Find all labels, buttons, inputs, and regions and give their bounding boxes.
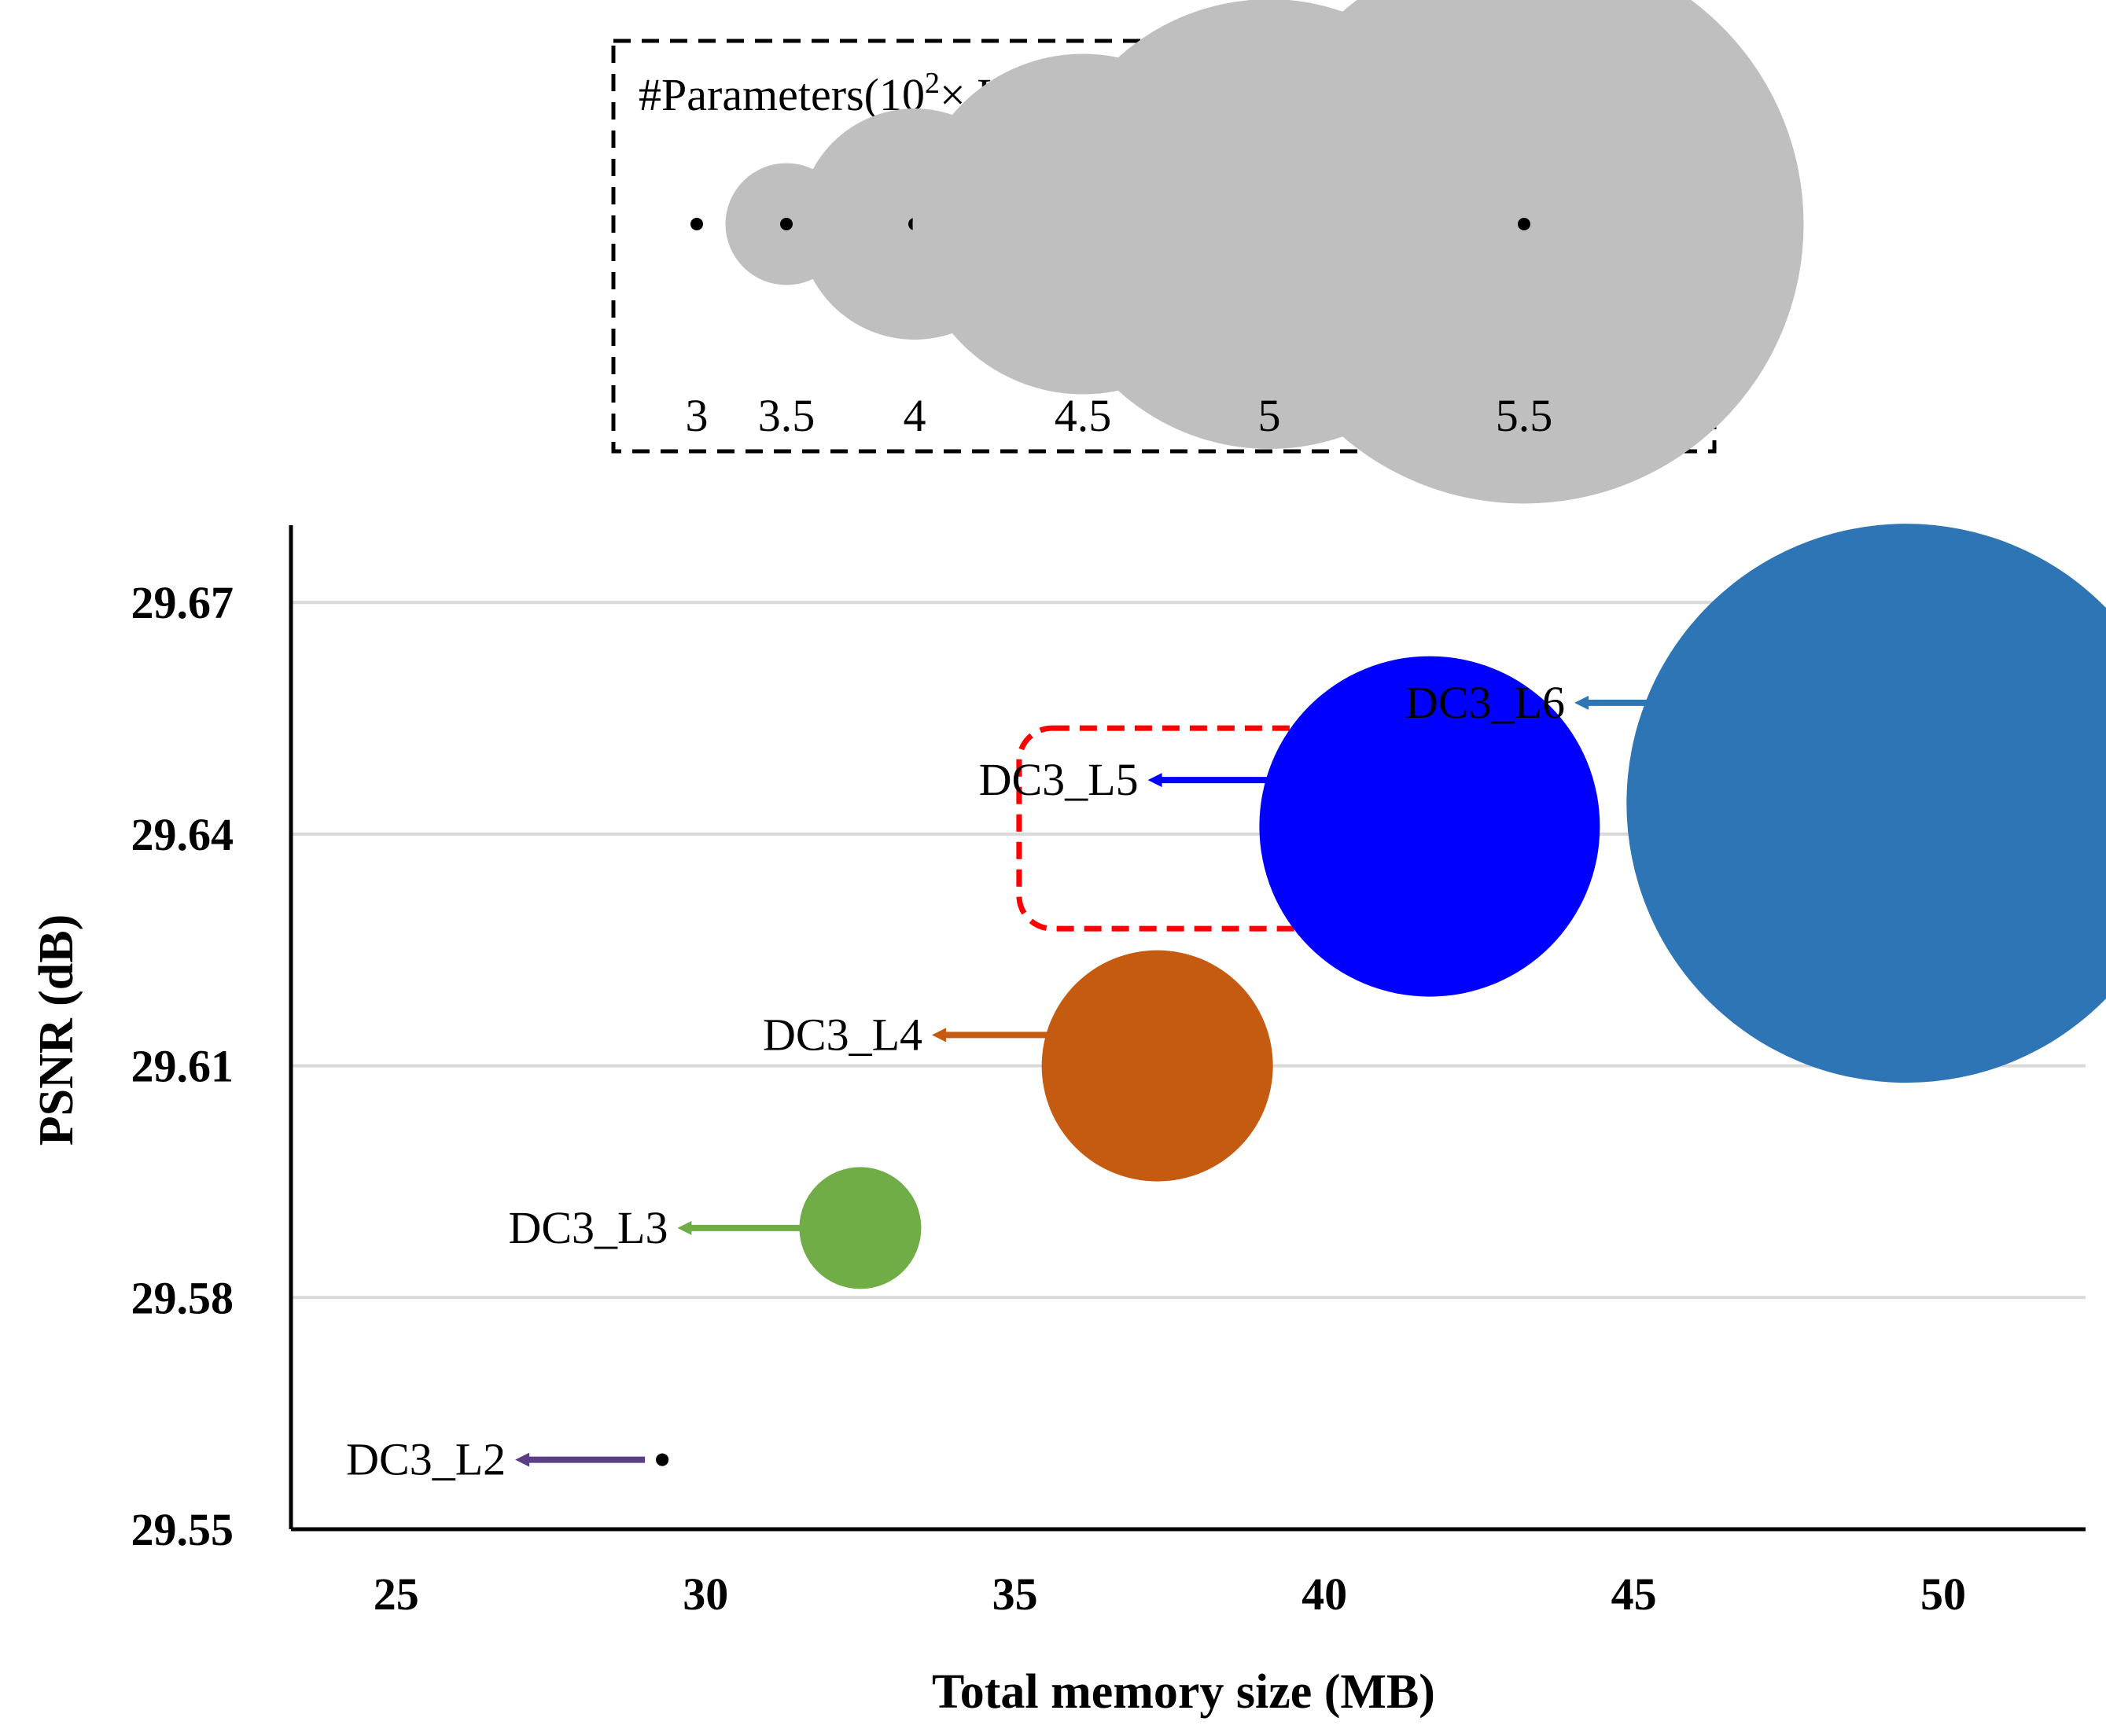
point-label: DC3_L6 xyxy=(1405,677,1565,728)
data-points: DC3_L2 DC3_L3 DC3_L4 DC3_L5 DC3_L6 xyxy=(346,524,2106,1485)
size-legend-label: 4.5 xyxy=(1055,390,1112,441)
y-tick-label: 29.67 xyxy=(131,577,234,628)
x-axis-title: Total memory size (MB) xyxy=(932,1665,1435,1719)
size-legend-bubble xyxy=(1244,0,1804,504)
size-legend-label: 5 xyxy=(1258,390,1281,441)
point-dc3_l4: DC3_L4 xyxy=(763,950,1273,1182)
size-legend-label: 3 xyxy=(686,390,709,441)
y-tick-label: 29.64 xyxy=(131,809,234,860)
point-label: DC3_L3 xyxy=(508,1202,668,1253)
leader-arrowhead xyxy=(1147,773,1162,788)
x-tick-label: 25 xyxy=(374,1569,419,1620)
x-tick-label: 45 xyxy=(1611,1569,1657,1620)
point-label: DC3_L5 xyxy=(979,754,1139,805)
bubble-dot xyxy=(656,1453,669,1466)
point-dc3_l6: DC3_L6 xyxy=(1405,524,2106,1083)
size-legend-dot xyxy=(1518,218,1530,230)
point-label: DC3_L4 xyxy=(763,1009,922,1060)
point-dc3_l5: DC3_L5 xyxy=(979,656,1600,997)
y-axis-title: PSNR (dB) xyxy=(30,914,83,1146)
size-legend-label: 3.5 xyxy=(758,390,816,441)
leader-arrowhead xyxy=(932,1028,947,1043)
point-label: DC3_L2 xyxy=(346,1434,506,1485)
size-legend-dot xyxy=(690,218,703,230)
size-legend-label: 5.5 xyxy=(1496,390,1553,441)
x-tick-label: 30 xyxy=(683,1569,728,1620)
leader-arrowhead xyxy=(677,1220,692,1235)
highlight-box-group xyxy=(1016,725,1545,932)
tick-labels: 29.55 29.58 29.61 29.64 29.67 25 30 35 40 45 50 xyxy=(131,577,1967,1620)
point-dc3_l2: DC3_L2 xyxy=(346,1434,669,1485)
leader-arrowhead xyxy=(515,1452,530,1467)
x-tick-label: 40 xyxy=(1302,1569,1347,1620)
axes xyxy=(289,525,2086,1532)
bubble xyxy=(1259,656,1600,997)
highlight-box xyxy=(1016,725,1545,932)
bubble xyxy=(1626,524,2106,1083)
x-tick-label: 50 xyxy=(1920,1569,1966,1620)
size-legend-dot xyxy=(780,218,793,230)
point-dc3_l3: DC3_L3 xyxy=(508,1167,922,1289)
size-legend: #Parameters(102× K) 33.544.555.5 xyxy=(611,0,1804,504)
x-tick-label: 35 xyxy=(992,1569,1038,1620)
y-tick-label: 29.61 xyxy=(131,1041,234,1092)
size-legend-label: 4 xyxy=(904,390,926,441)
y-tick-label: 29.55 xyxy=(131,1504,234,1555)
y-tick-label: 29.58 xyxy=(131,1272,234,1323)
bubble xyxy=(799,1167,922,1289)
leader-arrowhead xyxy=(1574,695,1589,710)
bubble xyxy=(1041,950,1273,1182)
